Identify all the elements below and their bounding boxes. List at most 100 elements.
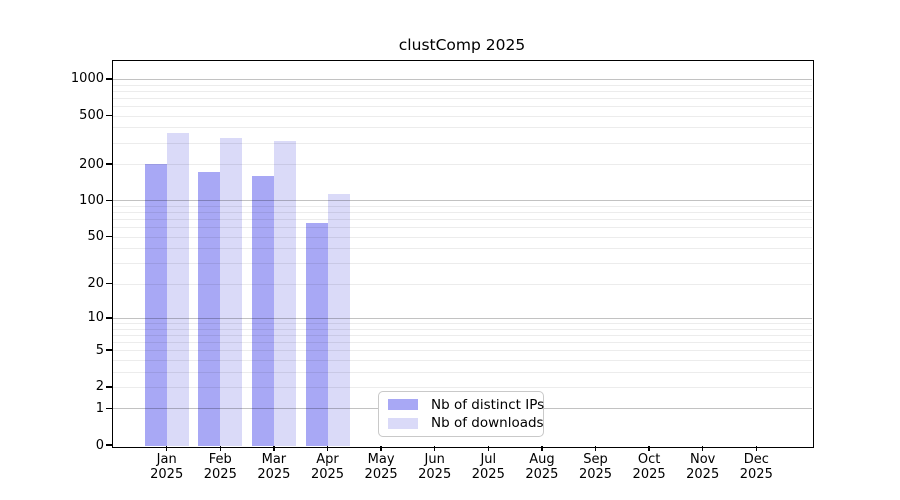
x-tick-label-mar: Mar 2025: [229, 452, 319, 482]
x-tick-mark: [219, 446, 222, 451]
x-tick-mark: [326, 446, 329, 451]
gridline-minor: [113, 219, 812, 221]
x-tick-mark: [648, 446, 650, 451]
y-tick-mark: [106, 386, 112, 388]
gridline-minor: [113, 350, 812, 352]
x-tick-label-nov: Nov 2025: [658, 452, 748, 482]
gridline-minor: [113, 212, 812, 214]
bar-distinct-ips-mar: [251, 175, 274, 446]
x-tick-label-year: 2025: [739, 467, 773, 482]
x-tick-label-year: 2025: [525, 467, 559, 482]
y-tick-label: 200: [79, 156, 104, 172]
y-tick-label: 100: [79, 192, 104, 208]
gridline-minor: [113, 142, 812, 144]
x-tick-label-year: 2025: [578, 467, 613, 482]
gridline-minor: [113, 386, 812, 388]
x-tick-label-year: 2025: [686, 467, 720, 482]
x-tick-mark: [594, 446, 597, 451]
gridline-minor: [113, 97, 812, 99]
x-tick-label-sep: Sep 2025: [551, 452, 641, 482]
x-tick-label-jun: Jun 2025: [390, 452, 480, 482]
y-tick-label: 1000: [70, 71, 104, 87]
x-tick-mark: [487, 446, 490, 451]
bar-distinct-ips-jan: [144, 164, 167, 446]
legend-swatch-distinct-ips: [388, 399, 418, 411]
chart-title: clustComp 2025: [398, 36, 526, 54]
x-tick-label-dec: Dec 2025: [711, 452, 801, 482]
x-tick-label-month: Jul: [480, 452, 497, 467]
gridline-minor: [113, 106, 812, 107]
x-tick-label-apr: Apr 2025: [283, 452, 373, 482]
x-tick-label-year: 2025: [364, 467, 398, 482]
legend: Nb of distinct IPs Nb of downloads: [378, 391, 544, 437]
x-tick-label-month: Sep: [583, 452, 608, 467]
x-tick-label-year: 2025: [310, 467, 345, 482]
x-tick-label-month: Nov: [690, 452, 716, 467]
x-tick-label-month: May: [367, 452, 395, 467]
bar-downloads-mar: [273, 141, 296, 446]
x-tick-mark: [380, 446, 382, 451]
gridline-minor: [113, 328, 812, 330]
y-tick-mark: [106, 444, 112, 446]
legend-item-distinct-ips: Nb of distinct IPs: [388, 397, 544, 413]
gridline-minor: [113, 127, 812, 129]
gridline-minor: [113, 359, 812, 361]
x-tick-label-year: 2025: [203, 467, 237, 482]
bar-downloads-apr: [327, 193, 350, 446]
gridline-minor: [113, 248, 812, 250]
x-tick-label-jan: Jan 2025: [122, 452, 212, 482]
gridline-major: [113, 78, 812, 80]
x-tick-mark: [755, 446, 758, 451]
gridline-minor: [113, 334, 812, 336]
x-tick-label-year: 2025: [150, 467, 184, 482]
x-tick-mark: [165, 446, 168, 451]
y-tick-mark: [106, 78, 112, 80]
x-tick-mark: [701, 446, 704, 451]
x-tick-label-month: Mar: [261, 452, 287, 467]
y-tick-mark: [106, 114, 112, 117]
x-tick-label-may: May 2025: [336, 452, 426, 482]
y-tick-label: 0: [95, 437, 104, 453]
y-tick-label: 50: [87, 229, 104, 245]
x-tick-label-month: Aug: [529, 452, 555, 467]
x-tick-label-feb: Feb 2025: [175, 452, 265, 482]
x-tick-label-month: Jun: [424, 452, 445, 467]
gridline-minor: [113, 236, 812, 238]
gridline-minor: [113, 164, 812, 166]
gridline-minor: [113, 84, 812, 86]
bar-distinct-ips-apr: [305, 223, 328, 446]
x-tick-label-oct: Oct 2025: [604, 452, 694, 482]
gridline-major: [113, 317, 812, 319]
plot-area: [113, 61, 812, 446]
y-tick-mark: [106, 235, 112, 238]
x-tick-label-year: 2025: [257, 467, 291, 482]
gridline-minor: [113, 90, 812, 92]
gridline-minor: [113, 341, 812, 343]
gridline-minor: [113, 371, 812, 373]
x-tick-mark: [541, 446, 543, 451]
y-tick-label: 2: [95, 379, 104, 395]
y-tick-mark: [106, 163, 112, 165]
x-tick-label-jul: Jul 2025: [443, 452, 533, 482]
x-tick-mark: [433, 446, 436, 451]
legend-item-downloads: Nb of downloads: [388, 415, 544, 431]
bar-downloads-jan: [166, 133, 189, 446]
x-tick-label-month: Dec: [743, 452, 769, 467]
y-tick-label: 20: [87, 276, 104, 292]
legend-label-distinct-ips: Nb of distinct IPs: [431, 396, 545, 413]
y-tick-label: 500: [79, 108, 104, 124]
x-tick-mark: [273, 446, 275, 451]
gridline-minor: [113, 227, 812, 229]
x-tick-label-aug: Aug 2025: [497, 452, 587, 482]
y-tick-label: 5: [95, 342, 104, 358]
y-tick-mark: [106, 282, 112, 285]
gridline-minor: [113, 263, 812, 265]
gridline-major: [113, 200, 812, 202]
y-tick-mark: [106, 317, 112, 319]
x-tick-label-year: 2025: [632, 467, 666, 482]
gridline-minor: [113, 283, 812, 285]
bar-downloads-feb: [220, 137, 243, 446]
gridline-minor: [113, 323, 812, 324]
x-tick-label-month: Apr: [316, 452, 339, 467]
bar-distinct-ips-feb: [198, 171, 221, 446]
